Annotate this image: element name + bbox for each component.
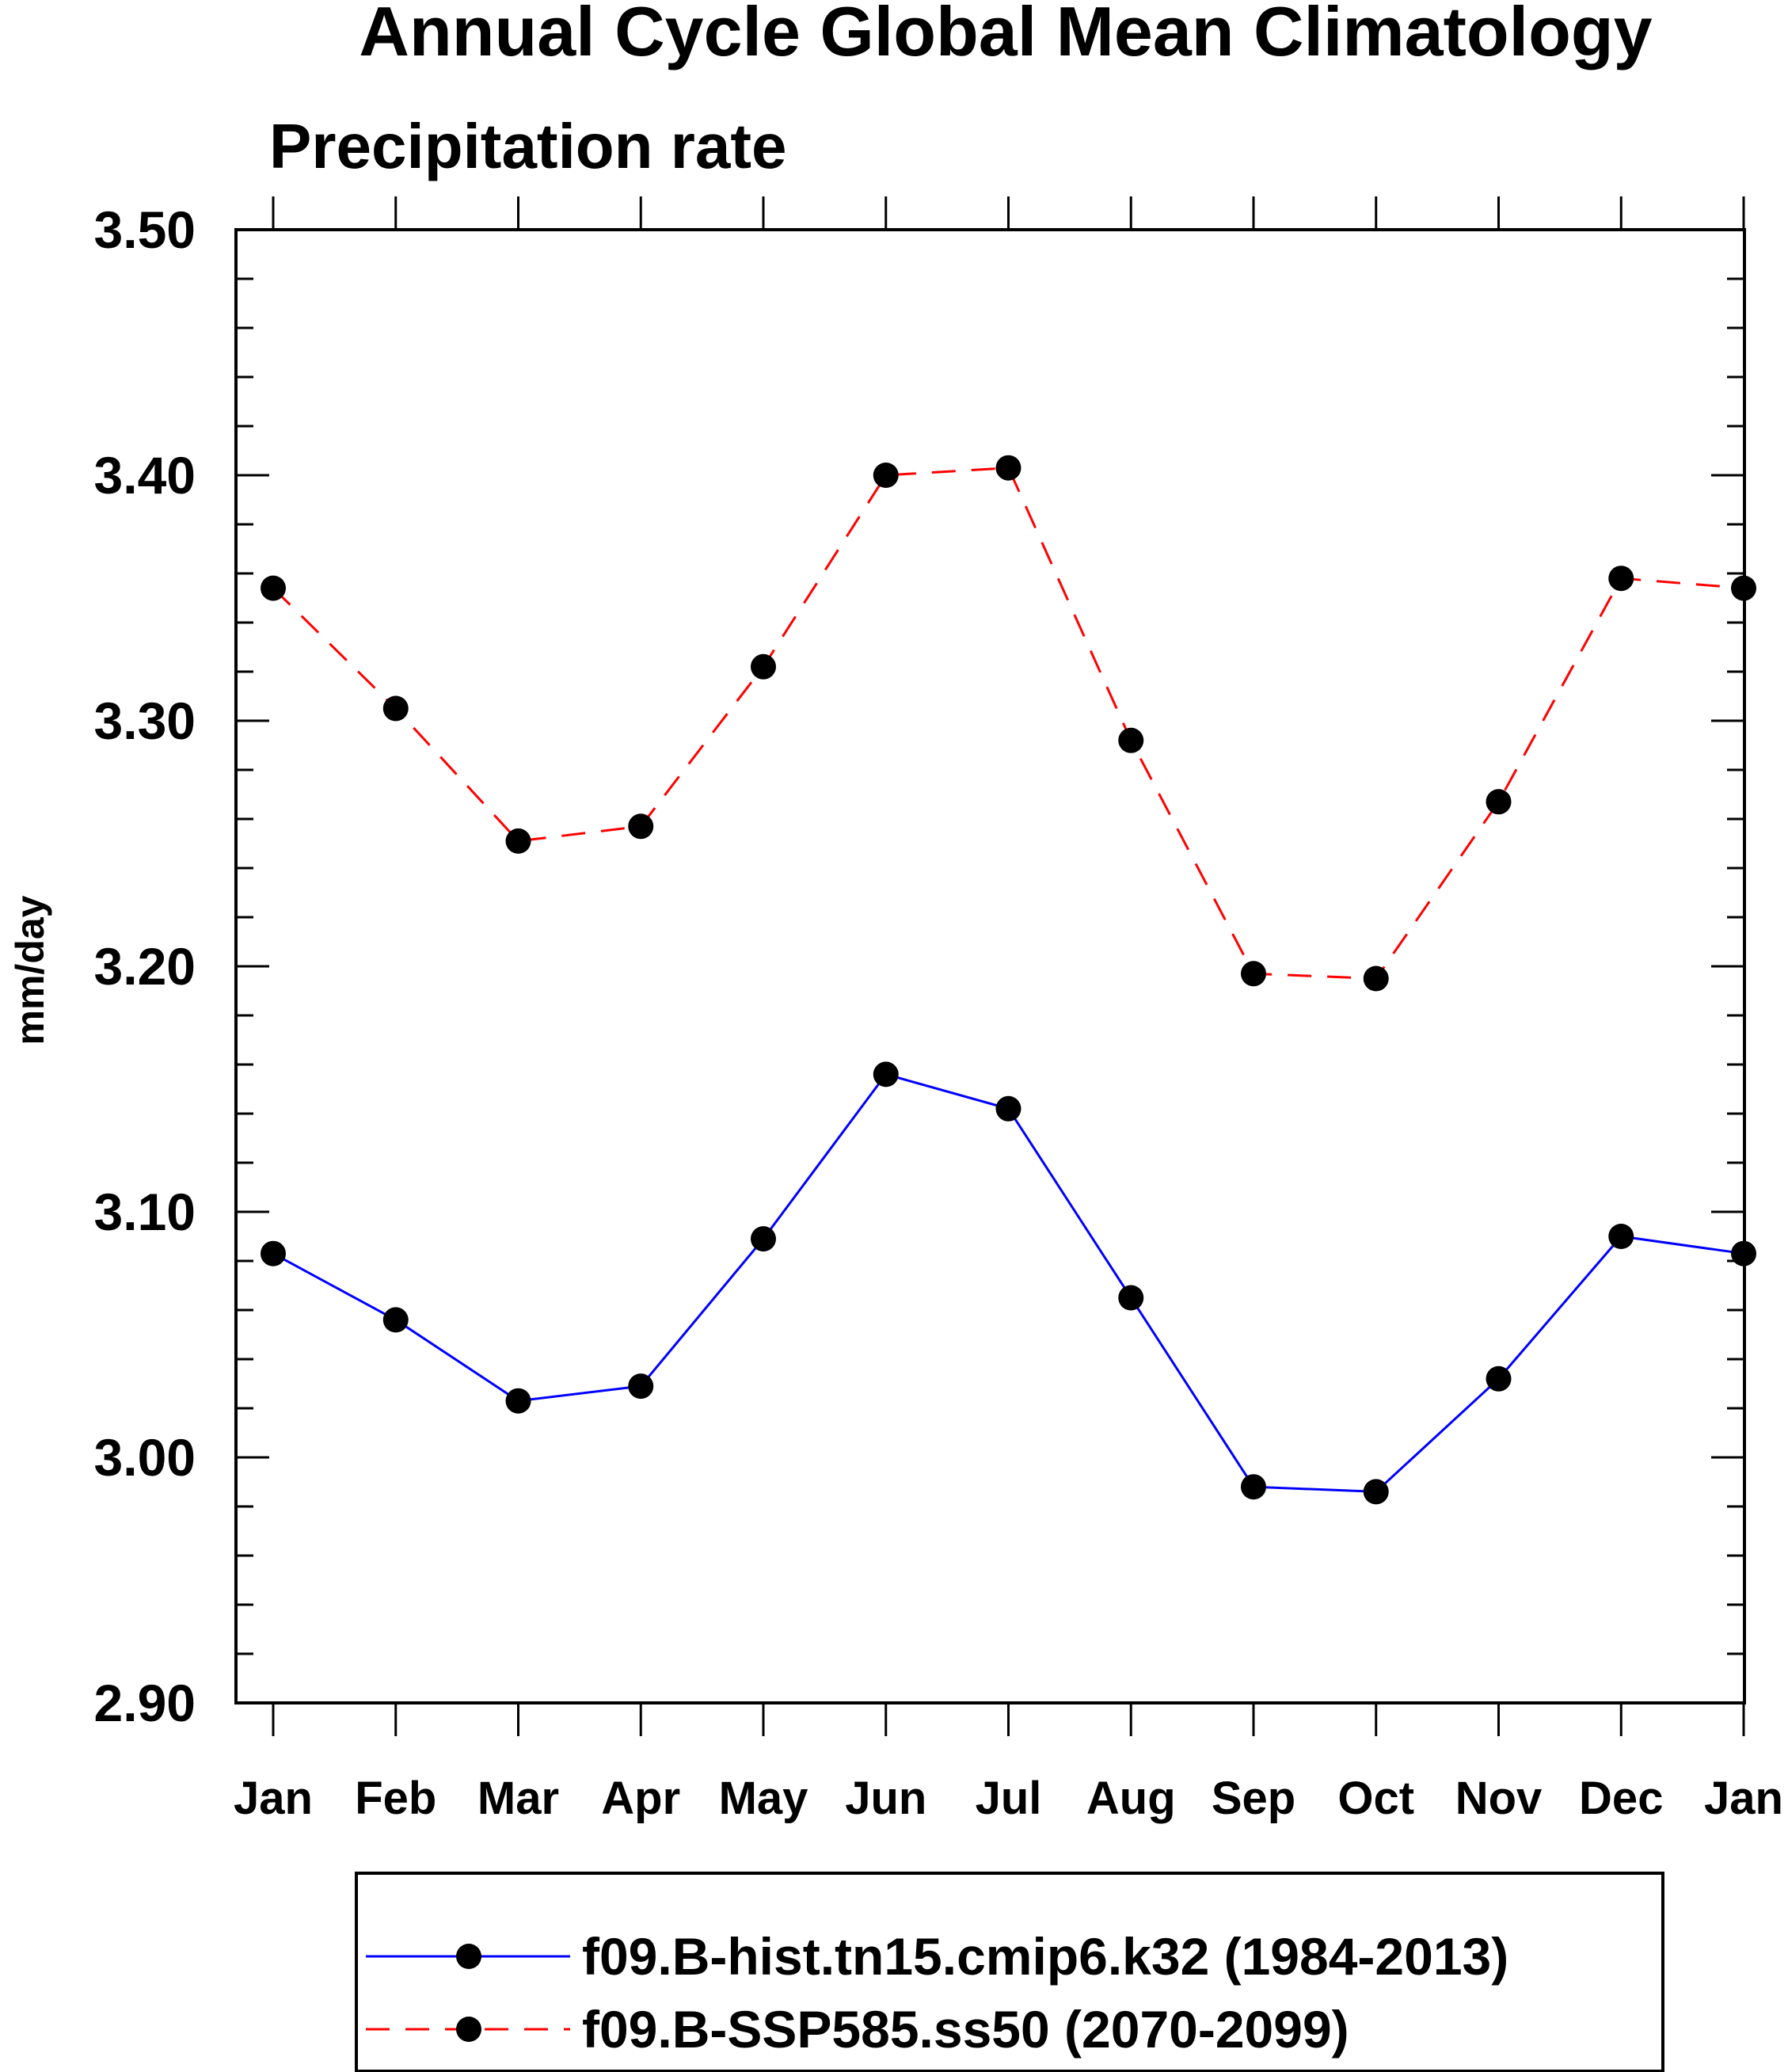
data-point-series-2 bbox=[873, 463, 899, 488]
data-point-series-1 bbox=[505, 1388, 531, 1414]
legend-box bbox=[355, 1872, 1664, 2072]
legend-marker-2 bbox=[456, 2017, 481, 2042]
data-point-series-2 bbox=[1608, 566, 1634, 592]
data-point-series-1 bbox=[261, 1240, 286, 1266]
x-tick-label: Feb bbox=[355, 1773, 436, 1824]
y-tick-label: 2.90 bbox=[94, 1674, 196, 1732]
data-point-series-2 bbox=[261, 575, 286, 601]
y-axis: 2.90 3.00 3.10 3.20 3.30 3.40 3.50 bbox=[94, 200, 1744, 1732]
data-point-series-2 bbox=[995, 455, 1021, 481]
y-tick-label: 3.50 bbox=[94, 200, 196, 259]
data-point-series-2 bbox=[505, 828, 531, 854]
data-point-series-1 bbox=[382, 1307, 409, 1333]
x-tick-label: Apr bbox=[601, 1773, 680, 1824]
data-point-series-2 bbox=[1363, 966, 1389, 992]
y-axis-label: mm/day bbox=[8, 895, 52, 1045]
x-axis: Jan Feb Mar Apr May Jun Jul Aug Sep Oct Nov Dec Jan bbox=[234, 196, 1783, 1824]
x-tick-label: Jan bbox=[1704, 1773, 1783, 1824]
x-tick-label: Oct bbox=[1337, 1773, 1414, 1824]
data-point-series-1 bbox=[1486, 1365, 1512, 1392]
legend-label-2: f09.B-SSP585.ss50 (2070-2099) bbox=[582, 2000, 1349, 2059]
y-tick-label: 3.00 bbox=[94, 1428, 196, 1487]
chart-subtitle: Precipitation rate bbox=[269, 111, 787, 181]
legend-marker-1 bbox=[456, 1944, 481, 1969]
series-line-1 bbox=[272, 1072, 1744, 1493]
x-tick-label: Jun bbox=[845, 1773, 926, 1824]
x-tick-label: Jul bbox=[976, 1773, 1042, 1824]
legend: f09.B-hist.tn15.cmip6.k32 (1984-2013) f09… bbox=[355, 1872, 1664, 2072]
x-tick-label: Aug bbox=[1086, 1773, 1176, 1824]
data-point-series-1 bbox=[628, 1373, 654, 1400]
y-tick-label: 3.30 bbox=[94, 691, 196, 750]
series-layer bbox=[261, 455, 1756, 1505]
x-tick-label: Sep bbox=[1212, 1773, 1295, 1824]
data-point-series-1 bbox=[1608, 1224, 1634, 1249]
data-point-series-1 bbox=[1363, 1479, 1389, 1505]
x-tick-label: May bbox=[719, 1773, 808, 1824]
data-point-series-2 bbox=[382, 695, 409, 722]
plot-area: 2.90 3.00 3.10 3.20 3.30 3.40 3.50 Jan Feb Mar Ap… bbox=[94, 196, 1783, 1824]
data-point-series-2 bbox=[1731, 575, 1756, 601]
y-tick-label: 3.20 bbox=[94, 937, 196, 996]
data-point-series-2 bbox=[1118, 727, 1144, 753]
legend-label-1: f09.B-hist.tn15.cmip6.k32 (1984-2013) bbox=[582, 1927, 1508, 1986]
data-point-series-2 bbox=[628, 813, 654, 840]
data-point-series-2 bbox=[1241, 961, 1266, 987]
data-point-series-1 bbox=[751, 1226, 776, 1252]
data-point-series-1 bbox=[1118, 1285, 1144, 1311]
series-line-2 bbox=[272, 467, 1744, 981]
x-tick-label: Dec bbox=[1579, 1773, 1663, 1824]
chart-title: Annual Cycle Global Mean Climatology bbox=[359, 0, 1652, 70]
data-point-series-1 bbox=[1241, 1474, 1266, 1500]
data-point-series-2 bbox=[751, 653, 776, 680]
y-tick-label: 3.10 bbox=[94, 1183, 196, 1241]
data-point-series-2 bbox=[1486, 789, 1512, 815]
x-tick-label: Nov bbox=[1455, 1773, 1543, 1824]
x-tick-label: Jan bbox=[234, 1773, 313, 1824]
data-point-series-1 bbox=[873, 1061, 899, 1087]
y-tick-label: 3.40 bbox=[94, 446, 196, 505]
data-point-series-1 bbox=[995, 1095, 1021, 1122]
plot-frame bbox=[234, 228, 1746, 1704]
x-tick-label: Mar bbox=[477, 1773, 559, 1824]
data-point-series-1 bbox=[1731, 1240, 1756, 1266]
